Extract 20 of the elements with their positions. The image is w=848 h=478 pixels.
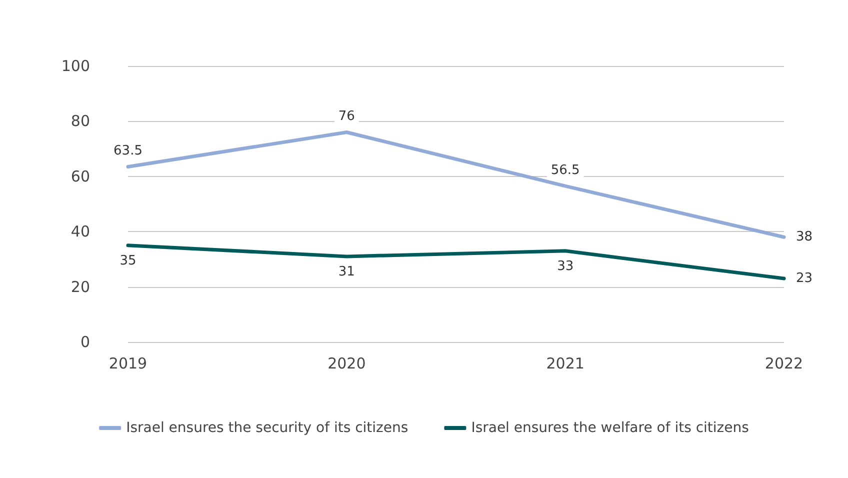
legend-label: Israel ensures the security of its citizens xyxy=(126,420,408,436)
y-tick-label: 0 xyxy=(80,333,90,351)
y-tick-label: 40 xyxy=(70,222,90,241)
x-tick-label: 2022 xyxy=(764,354,804,372)
y-tick-label: 100 xyxy=(61,57,90,75)
x-tick-label: 2021 xyxy=(546,354,584,372)
data-label: 31 xyxy=(338,264,355,280)
x-tick-label: 2020 xyxy=(328,354,366,372)
x-tick-label: 2019 xyxy=(108,354,148,372)
data-label: 35 xyxy=(120,253,136,268)
y-tick-label: 20 xyxy=(70,278,90,296)
data-label: 33 xyxy=(557,258,574,274)
y-tick-label: 80 xyxy=(70,112,90,130)
data-label: 76 xyxy=(338,109,355,124)
data-label: 56.5 xyxy=(550,163,580,178)
data-label: 63.5 xyxy=(114,144,142,159)
legend-label: Israel ensures the welfare of its citizens xyxy=(471,420,749,436)
data-label: 23 xyxy=(796,271,813,286)
y-tick-label: 60 xyxy=(70,167,90,186)
data-label: 38 xyxy=(796,230,813,245)
